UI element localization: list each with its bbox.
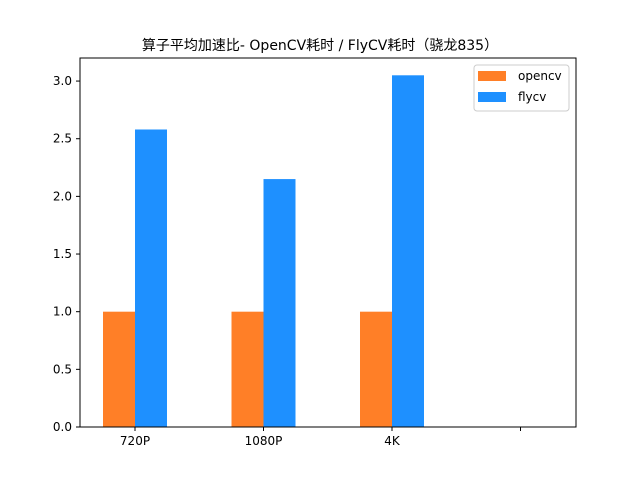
y-tick-label: 2.5: [53, 132, 72, 146]
bar-flycv-720P: [135, 129, 167, 427]
y-tick-label: 3.0: [53, 74, 72, 88]
bar-flycv-4K: [392, 75, 424, 427]
x-tick-label: 1080P: [245, 434, 283, 448]
bar-opencv-1080P: [231, 311, 264, 427]
y-tick-label: 1.5: [53, 247, 72, 261]
bar-flycv-1080P: [263, 179, 296, 427]
plot-frame: [79, 57, 577, 428]
x-tick-label: 720P: [120, 434, 150, 448]
y-tick-label: 0.5: [53, 362, 72, 376]
bar-opencv-4K: [360, 311, 392, 427]
y-tick-label: 0.0: [53, 420, 72, 434]
chart-title: 算子平均加速比- OpenCV耗时 / FlyCV耗时（骁龙835）: [142, 38, 498, 54]
legend-swatch-opencv: [478, 71, 506, 81]
bar-opencv-720P: [103, 311, 135, 427]
y-tick-label: 1.0: [53, 305, 72, 319]
legend-swatch-flycv: [478, 92, 506, 102]
legend: opencv flycv: [473, 64, 570, 112]
legend-label-opencv: opencv: [518, 69, 562, 83]
legend-label-flycv: flycv: [518, 90, 546, 104]
x-tick-label: 4K: [384, 434, 401, 448]
y-tick-label: 2.0: [53, 189, 72, 203]
